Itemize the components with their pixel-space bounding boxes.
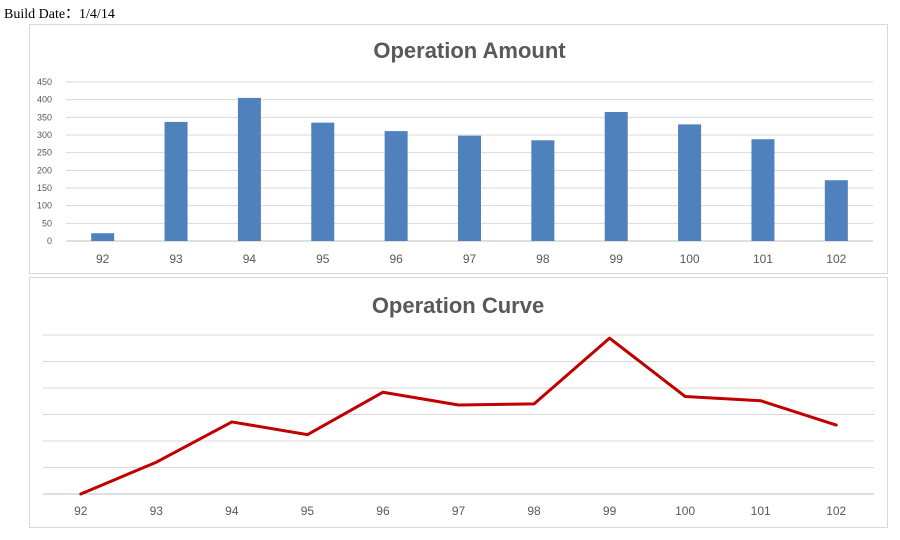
x-tick-label: 102 xyxy=(826,504,846,518)
x-tick-label: 101 xyxy=(751,504,771,518)
bar-95 xyxy=(311,122,335,241)
x-tick-label: 96 xyxy=(376,504,390,518)
x-tick-label: 92 xyxy=(74,504,88,518)
y-tick-label: 200 xyxy=(37,165,52,175)
x-tick-label: 98 xyxy=(536,252,550,266)
x-tick-label: 99 xyxy=(610,252,624,266)
x-tick-label: 100 xyxy=(680,252,700,266)
y-tick-label: 300 xyxy=(37,130,52,140)
bar-99 xyxy=(604,112,628,242)
x-tick-label: 98 xyxy=(527,504,541,518)
x-tick-label: 97 xyxy=(463,252,477,266)
operation-curve-svg: Operation Curve 92 93 94 95 96 97 98 99 100 101 102 xyxy=(43,293,874,518)
x-tick-label: 95 xyxy=(316,252,330,266)
x-tick-label: 100 xyxy=(675,504,695,518)
bar-94 xyxy=(237,97,261,242)
y-tick-label: 250 xyxy=(37,148,52,158)
x-tick-label: 97 xyxy=(452,504,466,518)
bar-100 xyxy=(678,124,702,241)
x-tick-label: 93 xyxy=(169,252,183,266)
operation-curve-chart: Operation Curve 92 93 94 95 96 97 98 99 100 101 102 xyxy=(29,277,888,528)
bar-96 xyxy=(384,131,408,241)
bar-101 xyxy=(751,139,775,241)
bar-93 xyxy=(164,121,188,241)
x-tick-label: 94 xyxy=(225,504,239,518)
operation-amount-chart: Operation Amount 0 50 100 150 200 250 300 350 400… xyxy=(29,24,888,274)
bar-97 xyxy=(458,135,481,241)
y-tick-label: 150 xyxy=(37,183,52,193)
x-tick-label: 95 xyxy=(301,504,315,518)
y-tick-label: 450 xyxy=(37,77,52,87)
operation-amount-svg: Operation Amount 0 50 100 150 200 250 300 350 400… xyxy=(37,38,873,266)
chart-title: Operation Curve xyxy=(372,293,544,318)
chart-title: Operation Amount xyxy=(373,38,566,63)
x-tick-label: 93 xyxy=(150,504,164,518)
build-date: Build Date：1/4/14 xyxy=(4,7,115,22)
x-tick-label: 96 xyxy=(389,252,403,266)
y-tick-label: 400 xyxy=(37,95,52,105)
x-tick-label: 92 xyxy=(96,252,110,266)
bar-92 xyxy=(91,233,115,241)
y-tick-label: 0 xyxy=(47,236,52,246)
y-tick-label: 350 xyxy=(37,112,52,122)
x-tick-label: 101 xyxy=(753,252,773,266)
bar-102 xyxy=(824,180,848,241)
x-tick-label: 99 xyxy=(603,504,617,518)
bar-98 xyxy=(531,140,555,241)
x-tick-label: 102 xyxy=(826,252,846,266)
y-tick-label: 100 xyxy=(37,201,52,211)
y-tick-label: 50 xyxy=(42,218,52,228)
x-tick-label: 94 xyxy=(243,252,257,266)
